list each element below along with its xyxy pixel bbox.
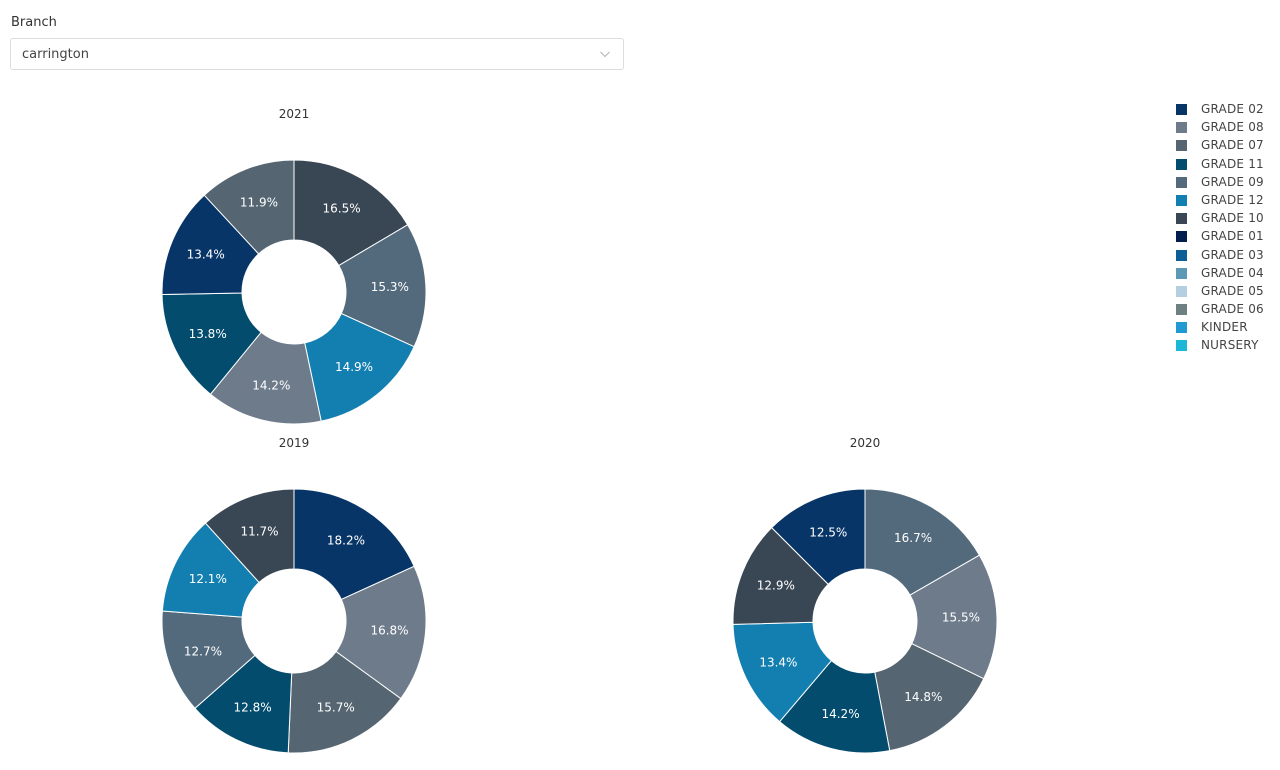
- slice-label: 12.8%: [234, 701, 272, 715]
- slice-label: 12.1%: [189, 572, 227, 586]
- pie-slice[interactable]: [338, 224, 427, 348]
- pie-slice[interactable]: [293, 488, 415, 601]
- pie-slice[interactable]: [161, 610, 256, 709]
- pie-slice[interactable]: [204, 488, 295, 584]
- legend-swatch: [1176, 213, 1187, 225]
- legend-swatch: [1176, 231, 1187, 243]
- slice-label: 14.8%: [904, 690, 942, 704]
- pie-slice[interactable]: [287, 650, 402, 754]
- branch-filter-label: Branch: [11, 15, 57, 30]
- legend-label: GRADE 04: [1201, 265, 1264, 280]
- pie-slice[interactable]: [194, 654, 293, 754]
- legend-label: KINDER: [1201, 320, 1248, 335]
- slice-label: 14.2%: [252, 378, 290, 392]
- legend-label: GRADE 07: [1201, 138, 1264, 153]
- legend-label: NURSERY: [1201, 338, 1259, 353]
- slice-label: 15.5%: [942, 611, 980, 625]
- slice-label: 11.9%: [240, 196, 278, 210]
- legend-label: GRADE 02: [1201, 102, 1264, 116]
- legend-label: GRADE 12: [1201, 192, 1264, 207]
- pie-slice[interactable]: [335, 565, 427, 700]
- pie-slice[interactable]: [909, 554, 998, 680]
- slice-label: 18.2%: [327, 533, 365, 547]
- legend-label: GRADE 10: [1201, 211, 1264, 226]
- donut-chart-2020: 2020 16.7% 15.5% 14.8% 14.2% 13.4% 12.9% 12.5%: [732, 436, 998, 754]
- slice-label: 14.2%: [821, 707, 859, 721]
- donut-chart-2021: 2021 16.5% 15.3% 14.9% 14.2% 13.8% 13.4% 11.9%: [161, 107, 427, 425]
- legend-label: GRADE 11: [1201, 156, 1264, 171]
- chart-title: 2020: [850, 436, 881, 450]
- pie-slice[interactable]: [770, 488, 866, 585]
- legend-swatch: [1176, 140, 1187, 152]
- slice-label: 13.8%: [189, 327, 227, 341]
- slice-label: 16.8%: [370, 624, 408, 638]
- slice-label: 11.7%: [240, 524, 278, 538]
- donut-chart-2019: 2019 18.2% 16.8% 15.7% 12.8% 12.7% 12.1% 11.7%: [161, 436, 427, 754]
- chevron-down-icon: [600, 51, 610, 58]
- slice-label: 12.5%: [809, 525, 847, 539]
- legend-swatch: [1176, 285, 1187, 297]
- legend-label: GRADE 03: [1201, 247, 1264, 262]
- slice-label: 12.7%: [184, 645, 222, 659]
- legend-swatch: [1176, 322, 1187, 334]
- pie-slice[interactable]: [864, 488, 981, 596]
- branch-select-value: carrington: [22, 47, 89, 62]
- legend-swatch: [1176, 194, 1187, 206]
- legend-swatch: [1176, 249, 1187, 261]
- slice-label: 14.9%: [335, 360, 373, 374]
- chart-title: 2021: [279, 107, 310, 121]
- slice-label: 15.3%: [371, 280, 409, 294]
- slice-label: 15.7%: [317, 700, 355, 714]
- legend-swatch: [1176, 104, 1187, 115]
- legend-swatch: [1176, 304, 1187, 316]
- slice-label: 13.4%: [187, 247, 225, 261]
- legend-swatch: [1176, 122, 1187, 134]
- legend-swatch: [1176, 267, 1187, 279]
- legend-swatch: [1176, 176, 1187, 188]
- legend-swatch: [1176, 158, 1187, 170]
- slice-label: 16.5%: [323, 202, 361, 216]
- legend-label: GRADE 08: [1201, 120, 1264, 135]
- legend-label: GRADE 06: [1201, 302, 1264, 317]
- chart-title: 2019: [279, 436, 310, 450]
- slice-label: 16.7%: [894, 531, 932, 545]
- slice-label: 13.4%: [759, 655, 797, 669]
- branch-select[interactable]: carrington: [10, 38, 624, 70]
- legend-label: GRADE 05: [1201, 283, 1264, 298]
- pie-slice[interactable]: [293, 159, 409, 267]
- slice-label: 12.9%: [757, 578, 795, 592]
- legend-label: GRADE 01: [1201, 229, 1264, 244]
- pie-slice[interactable]: [778, 659, 891, 754]
- legend-swatch: [1176, 340, 1187, 352]
- pie-slice[interactable]: [209, 331, 322, 425]
- legend-label: GRADE 09: [1201, 174, 1264, 189]
- pie-slice[interactable]: [203, 159, 295, 255]
